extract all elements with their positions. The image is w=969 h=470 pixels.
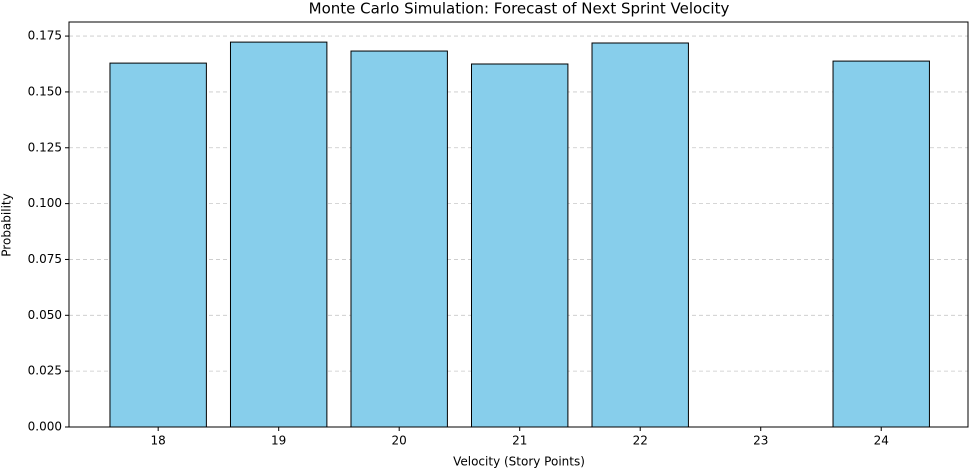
x-tick-label: 24 (874, 434, 889, 448)
y-tick-label: 0.175 (28, 29, 62, 43)
y-tick-label: 0.000 (28, 420, 62, 434)
bar (109, 62, 207, 428)
x-tick-label: 23 (753, 434, 768, 448)
y-tick-label: 0.125 (28, 140, 62, 154)
y-tick-label: 0.150 (28, 84, 62, 98)
x-tick-label: 20 (392, 434, 407, 448)
plot-frame (68, 21, 969, 428)
x-tick-label: 19 (271, 434, 286, 448)
bar (471, 63, 569, 428)
y-tick-label: 0.025 (28, 364, 62, 378)
chart-title: Monte Carlo Simulation: Forecast of Next… (309, 0, 730, 18)
y-tick-label: 0.075 (28, 252, 62, 266)
bar (591, 42, 689, 428)
x-axis-label: Velocity (Story Points) (453, 455, 585, 469)
y-tick-label: 0.050 (28, 308, 62, 322)
x-tick-label: 18 (151, 434, 166, 448)
y-axis-label: Probability (0, 193, 14, 256)
bar (832, 60, 930, 428)
bar (350, 50, 448, 428)
y-tick-label: 0.100 (28, 196, 62, 210)
x-tick-label: 22 (633, 434, 648, 448)
bar (229, 41, 328, 428)
x-tick-label: 21 (512, 434, 527, 448)
